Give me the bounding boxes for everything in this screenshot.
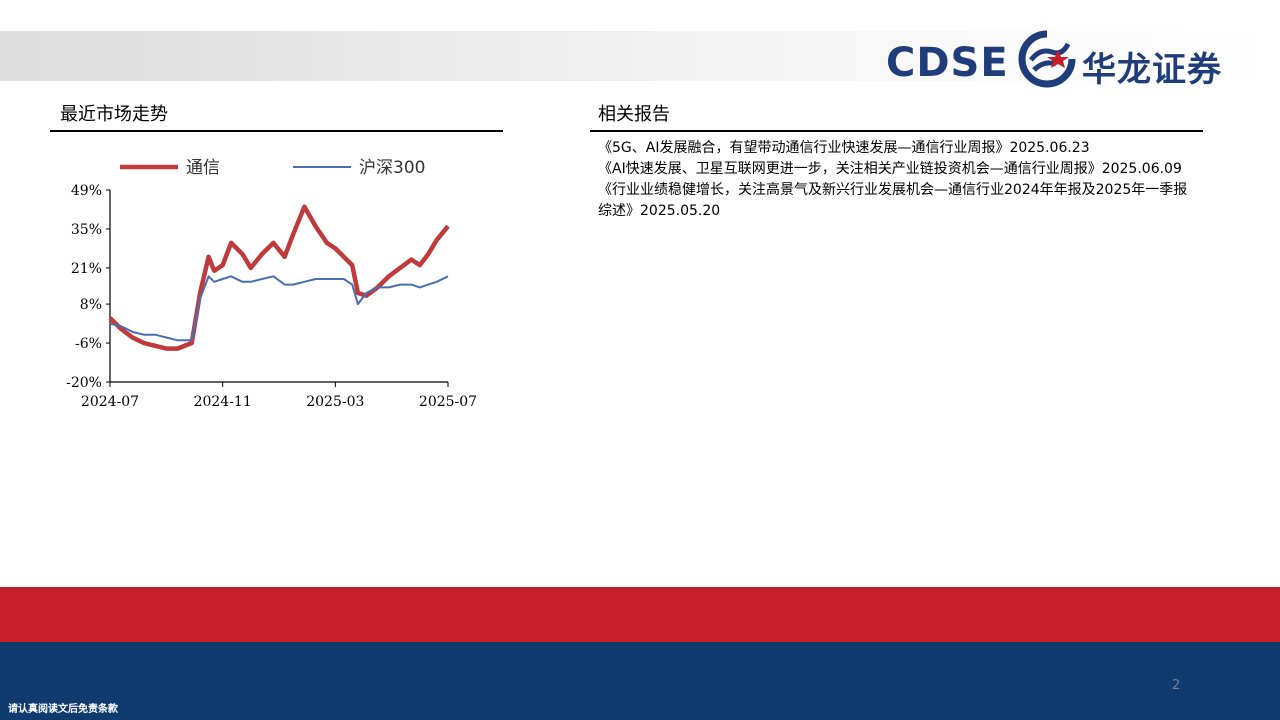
x-tick-label: 2025-03 [306, 394, 364, 410]
report-item[interactable]: 《5G、AI发展融合，有望带动通信行业快速发展—通信行业周报》2025.06.2… [598, 140, 1090, 156]
logo-text: CDSE [886, 40, 1009, 86]
x-tick-label: 2025-07 [419, 394, 477, 410]
related-reports-title: 相关报告 [598, 104, 670, 125]
y-tick-label: -20% [66, 375, 102, 391]
x-tick-label: 2024-07 [81, 394, 139, 410]
x-tick-label: 2024-11 [194, 394, 252, 410]
market-trend-chart: 49% 35% 21% 8% -6% -20% 2024-07 2024-11 2025-03 2… [50, 140, 510, 430]
company-logo: CDSE 华龙证券 [886, 28, 1246, 90]
report-item[interactable]: 《行业业绩稳健增长，关注高景气及新兴行业发展机会—通信行业2024年年报及202… [598, 182, 1188, 219]
y-tick-label: 35% [71, 222, 102, 238]
series-line-1 [108, 204, 450, 351]
market-trend-title: 最近市场走势 [60, 104, 168, 125]
y-tick-label: -6% [75, 336, 102, 352]
y-tick-label: 21% [71, 261, 102, 277]
legend-label: 通信 [186, 158, 220, 178]
legend-label: 沪深300 [359, 158, 425, 178]
series-line-2 [109, 275, 449, 342]
y-tick-label: 8% [80, 297, 102, 313]
chart-svg: 49% 35% 21% 8% -6% -20% 2024-07 2024-11 2025-03 2… [66, 158, 477, 410]
dragon-logo-icon [1018, 30, 1076, 88]
logo-chinese-name: 华龙证券 [1082, 50, 1222, 90]
disclaimer-link[interactable]: 请认真阅读文后免责条款 [8, 704, 118, 715]
footer-red-band [0, 587, 1280, 642]
left-title-rule [50, 130, 503, 132]
report-item[interactable]: 《AI快速发展、卫星互联网更进一步，关注相关产业链投资机会—通信行业周报》202… [598, 161, 1182, 177]
right-title-rule [590, 130, 1203, 132]
page-number: 2 [1172, 678, 1181, 693]
related-reports-list: 《5G、AI发展融合，有望带动通信行业快速发展—通信行业周报》2025.06.2… [598, 138, 1198, 222]
y-tick-label: 49% [71, 183, 102, 199]
footer-blue-band [0, 642, 1280, 720]
